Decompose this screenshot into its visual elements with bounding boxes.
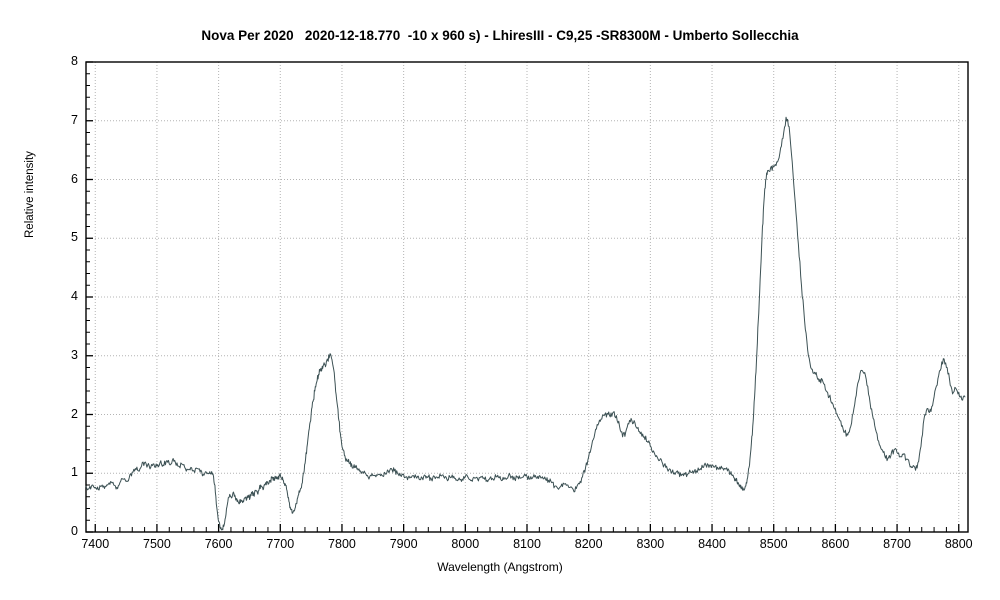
- y-axis-tick-labels: 0 1 2 3 4 5 6 7 8: [46, 0, 78, 600]
- y-tick-label: 4: [71, 289, 78, 303]
- y-tick-label: 3: [71, 347, 78, 362]
- x-tick-label: 7400: [81, 537, 110, 551]
- y-tick-label: 8: [71, 54, 78, 68]
- x-tick-label: 8100: [513, 537, 541, 551]
- x-tick-label: 7700: [266, 537, 295, 551]
- x-tick-label: 8000: [451, 537, 480, 551]
- y-tick-label: 0: [71, 524, 78, 538]
- x-axis-tick-labels: 7400 7500 7600 7700 7800 7900 8000 8100 8200 8300…: [0, 538, 1000, 558]
- x-tick-label: 8500: [759, 537, 788, 551]
- y-tick-label: 1: [71, 465, 78, 480]
- spectrum-line-0: [85, 116, 966, 531]
- x-tick-label: 8300: [636, 537, 665, 551]
- axis-ticks: [86, 61, 960, 533]
- chart-title: Nova Per 2020 2020-12-18.770 -10 x 960 s…: [201, 28, 799, 43]
- grid-lines: [86, 61, 968, 532]
- x-tick-label: 7600: [204, 537, 233, 551]
- x-tick-label: 7800: [328, 537, 356, 551]
- x-tick-label: 8700: [883, 537, 911, 551]
- y-axis-label: Relative intensity: [24, 151, 36, 238]
- x-tick-label: 8200: [574, 537, 603, 551]
- x-tick-label: 8600: [821, 537, 850, 551]
- x-axis-label: Wavelength (Angstrom): [437, 560, 563, 574]
- x-tick-label: 8400: [698, 537, 726, 551]
- y-tick-label: 2: [71, 406, 78, 421]
- x-tick-label: 7500: [143, 537, 171, 551]
- y-tick-label: 6: [71, 171, 78, 186]
- x-tick-label: 7900: [389, 537, 418, 551]
- y-tick-label: 7: [71, 112, 78, 127]
- y-tick-label: 5: [71, 230, 78, 245]
- x-tick-label: 8800: [944, 537, 973, 551]
